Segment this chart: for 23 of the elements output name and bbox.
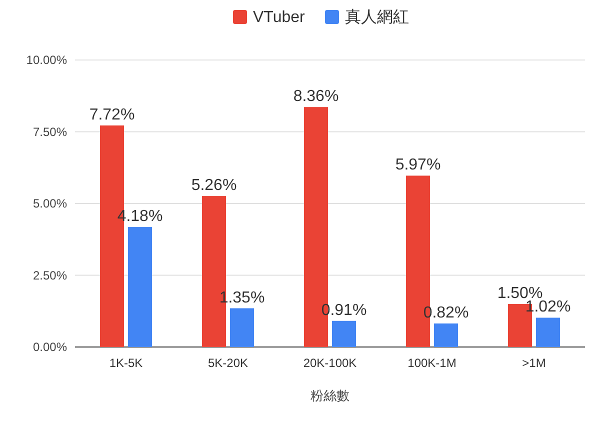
y-tick-label: 0.00% (32, 340, 68, 354)
x-tick-label: 1K-5K (109, 356, 143, 370)
data-label: 7.72% (89, 106, 135, 124)
bar (536, 318, 560, 347)
x-tick-label: 5K-20K (208, 356, 248, 370)
x-axis-title: 粉絲數 (310, 388, 350, 403)
x-tick-label: 100K-1M (408, 356, 456, 370)
data-label: 5.26% (191, 177, 237, 194)
x-tick-label: 20K-100K (303, 356, 357, 370)
x-tick-label: >1M (522, 356, 546, 370)
data-label: 8.36% (293, 88, 339, 106)
bar (434, 323, 458, 347)
y-tick-label: 10.00% (26, 53, 68, 67)
y-tick-label: 5.00% (32, 196, 68, 210)
y-tick-label: 7.50% (32, 124, 68, 139)
bar (128, 227, 152, 347)
bar (332, 320, 356, 347)
legend-label: VTuber (253, 9, 306, 26)
legend-label: 真人網紅 (345, 8, 409, 26)
y-tick-label: 2.50% (32, 268, 68, 282)
data-label: 5.97% (395, 156, 441, 174)
data-label: 1.50% (497, 284, 543, 302)
bar (230, 308, 254, 347)
